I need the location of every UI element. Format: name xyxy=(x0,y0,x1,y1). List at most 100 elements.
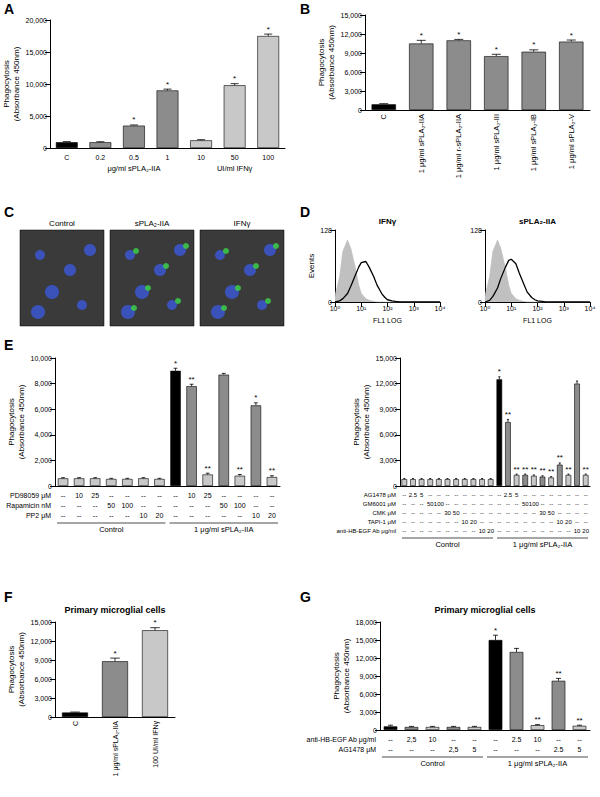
svg-text:100: 100 xyxy=(434,501,445,507)
svg-text:**: ** xyxy=(534,715,540,724)
svg-text:Phagocytosis: Phagocytosis xyxy=(7,398,16,446)
svg-text:**: ** xyxy=(205,464,211,473)
svg-text:Phagocytosis: Phagocytosis xyxy=(7,646,16,694)
svg-text:--: -- xyxy=(532,492,536,498)
svg-text:--: -- xyxy=(454,519,458,525)
svg-text:10⁰: 10⁰ xyxy=(330,305,341,312)
svg-text:0: 0 xyxy=(48,483,52,490)
svg-text:--: -- xyxy=(411,501,415,507)
svg-text:--: -- xyxy=(541,519,545,525)
svg-text:**: ** xyxy=(531,465,537,474)
svg-text:--: -- xyxy=(506,519,510,525)
svg-text:--: -- xyxy=(109,492,114,499)
svg-text:--: -- xyxy=(61,492,66,499)
svg-text:--: -- xyxy=(463,510,467,516)
svg-text:--: -- xyxy=(566,528,570,534)
svg-text:6,000: 6,000 xyxy=(34,406,52,413)
svg-text:TAPI-1 μM: TAPI-1 μM xyxy=(368,519,396,525)
svg-text:PD98059 μM: PD98059 μM xyxy=(10,492,51,500)
svg-text:--: -- xyxy=(446,528,450,534)
svg-text:30: 30 xyxy=(444,510,451,516)
svg-text:*: * xyxy=(166,80,169,89)
svg-text:--: -- xyxy=(497,528,501,534)
svg-text:0: 0 xyxy=(373,727,377,734)
svg-text:--: -- xyxy=(61,502,66,509)
svg-text:--: -- xyxy=(541,528,545,534)
svg-text:1 μg/ml sPLA₂-III: 1 μg/ml sPLA₂-III xyxy=(492,114,501,170)
svg-text:20: 20 xyxy=(565,519,572,525)
svg-text:**: ** xyxy=(555,669,561,678)
svg-text:20,000: 20,000 xyxy=(26,17,48,24)
svg-text:6,000: 6,000 xyxy=(344,69,362,76)
svg-text:1 μg/ml sPLA₂-IIA: 1 μg/ml sPLA₂-IIA xyxy=(417,114,426,173)
svg-text:--: -- xyxy=(446,519,450,525)
svg-text:20: 20 xyxy=(582,528,589,534)
svg-text:--: -- xyxy=(549,501,553,507)
svg-text:--: -- xyxy=(420,510,424,516)
svg-text:9,000: 9,000 xyxy=(344,50,362,57)
svg-text:10⁴: 10⁴ xyxy=(585,305,596,312)
svg-text:--: -- xyxy=(205,512,210,519)
svg-text:*: * xyxy=(570,31,573,40)
svg-text:--: -- xyxy=(388,746,393,753)
svg-text:--: -- xyxy=(402,501,406,507)
svg-text:--: -- xyxy=(189,512,194,519)
svg-text:C: C xyxy=(64,154,69,161)
svg-text:0.5: 0.5 xyxy=(129,154,139,161)
svg-text:10,000: 10,000 xyxy=(31,355,53,362)
svg-text:--: -- xyxy=(402,492,406,498)
svg-text:6,000: 6,000 xyxy=(379,431,397,438)
svg-text:--: -- xyxy=(497,510,501,516)
svg-text:10¹: 10¹ xyxy=(356,305,367,312)
svg-text:(Absorbance 450nm): (Absorbance 450nm) xyxy=(342,638,351,713)
svg-text:--: -- xyxy=(532,510,536,516)
svg-text:*: * xyxy=(420,31,423,40)
svg-text:--: -- xyxy=(221,512,226,519)
svg-text:--: -- xyxy=(566,501,570,507)
svg-text:100 UI/ml IFNγ: 100 UI/ml IFNγ xyxy=(152,721,160,768)
svg-text:10: 10 xyxy=(574,528,581,534)
svg-text:--: -- xyxy=(454,501,458,507)
svg-text:100: 100 xyxy=(529,501,540,507)
svg-text:--: -- xyxy=(489,519,493,525)
svg-text:--: -- xyxy=(437,510,441,516)
svg-text:--: -- xyxy=(454,492,458,498)
svg-text:*: * xyxy=(254,393,257,402)
svg-text:5: 5 xyxy=(515,492,519,498)
svg-text:1 μg/ml sPLA₂-IB: 1 μg/ml sPLA₂-IB xyxy=(529,114,538,171)
svg-text:--: -- xyxy=(125,492,130,499)
svg-text:10: 10 xyxy=(139,512,147,519)
svg-text:--: -- xyxy=(514,746,519,753)
svg-text:12,000: 12,000 xyxy=(356,655,378,662)
svg-text:*: * xyxy=(498,367,501,376)
svg-text:--: -- xyxy=(402,510,406,516)
svg-text:0: 0 xyxy=(358,107,362,114)
svg-text:10: 10 xyxy=(534,736,542,743)
svg-text:AG1478 μM: AG1478 μM xyxy=(339,746,377,754)
svg-text:*: * xyxy=(132,115,135,124)
svg-text:50: 50 xyxy=(548,510,555,516)
svg-text:--: -- xyxy=(535,746,540,753)
svg-text:*: * xyxy=(457,30,460,39)
svg-text:3,000: 3,000 xyxy=(344,88,362,95)
svg-text:Control: Control xyxy=(99,525,124,534)
svg-text:Primary microglial cells: Primary microglial cells xyxy=(434,605,535,615)
svg-text:Phagocytosis: Phagocytosis xyxy=(332,652,341,700)
svg-text:--: -- xyxy=(515,528,519,534)
svg-text:18,000: 18,000 xyxy=(356,619,378,626)
svg-text:--: -- xyxy=(437,519,441,525)
svg-text:50: 50 xyxy=(231,154,239,161)
svg-text:**: ** xyxy=(557,453,563,462)
svg-text:20: 20 xyxy=(156,512,164,519)
svg-text:**: ** xyxy=(548,467,554,476)
svg-text:0: 0 xyxy=(48,714,52,721)
svg-text:10,000: 10,000 xyxy=(26,81,48,88)
svg-text:128: 128 xyxy=(320,227,332,234)
svg-text:15,000: 15,000 xyxy=(356,637,378,644)
svg-text:0.2: 0.2 xyxy=(95,154,105,161)
svg-text:C: C xyxy=(72,721,79,726)
svg-text:12,000: 12,000 xyxy=(341,31,363,38)
svg-text:10: 10 xyxy=(461,519,468,525)
svg-text:--: -- xyxy=(428,492,432,498)
svg-text:--: -- xyxy=(77,502,82,509)
